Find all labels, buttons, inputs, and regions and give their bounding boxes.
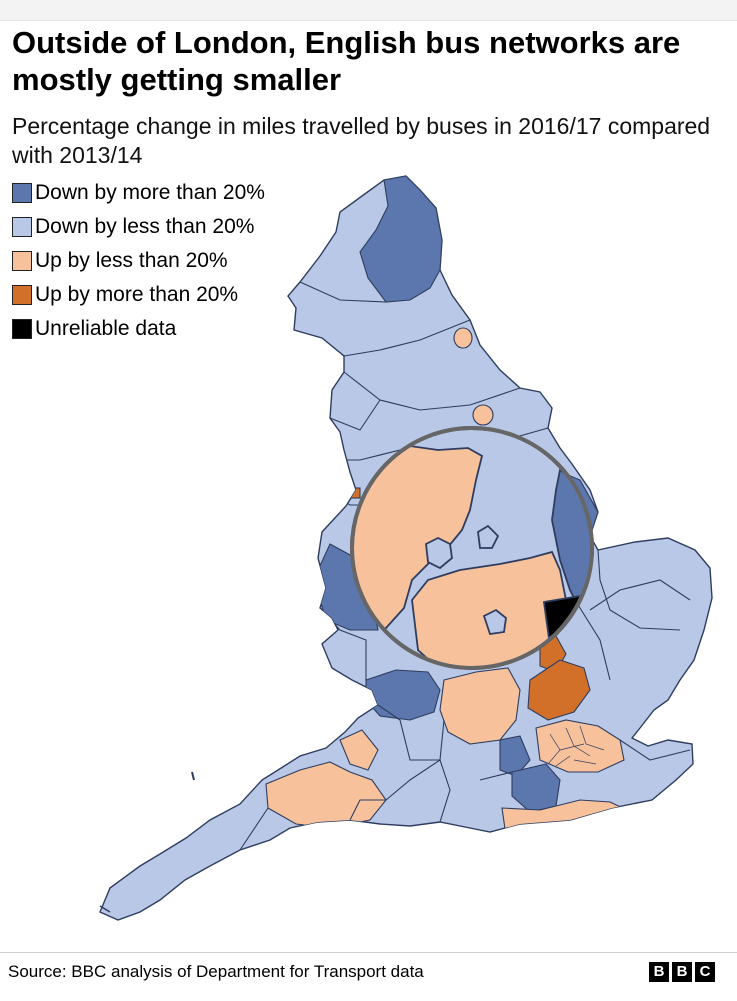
bbc-logo: B B C (649, 962, 715, 982)
map-mark (191, 771, 195, 781)
region-hertfordshire (527, 659, 591, 721)
region-worcestershire (365, 669, 441, 721)
bbc-logo-letter: B (649, 962, 669, 982)
region-boundary (385, 759, 441, 801)
legend-label: Down by less than 20% (35, 215, 255, 238)
source-note: Source: BBC analysis of Department for T… (8, 962, 424, 981)
chart-title: Outside of London, English bus networks … (12, 25, 681, 97)
region-boundary (329, 399, 381, 431)
region-isle-of-wight (453, 839, 487, 857)
legend-swatch (12, 319, 32, 339)
lens-region-nottingham (477, 524, 500, 549)
region-wirral (345, 487, 361, 499)
region-london (535, 719, 625, 773)
region-buckinghamshire (499, 735, 531, 777)
region-boundary (343, 319, 471, 357)
england-map (0, 160, 737, 950)
legend-label: Unreliable data (35, 317, 177, 340)
chart-subtitle: Percentage change in miles travelled by … (12, 113, 711, 168)
region-darlington (453, 327, 473, 349)
bbc-logo-letter: B (672, 962, 692, 982)
region-boundary (349, 799, 386, 821)
region-york (472, 404, 494, 426)
legend-swatch (12, 251, 32, 271)
legend-item-down-less: Down by less than 20% (12, 210, 265, 244)
magnifier-lens (350, 426, 594, 670)
region-boundary (343, 371, 521, 411)
region-gloucestershire (339, 729, 379, 771)
legend-swatch (12, 183, 32, 203)
region-boundary (574, 599, 611, 681)
top-strip (0, 0, 737, 21)
legend-item-down-more: Down by more than 20% (12, 176, 265, 210)
region-boundary (299, 281, 387, 303)
region-boundary (619, 739, 691, 761)
legend-item-up-less: Up by less than 20% (12, 244, 265, 278)
map-mark (99, 905, 111, 913)
legend-item-up-more: Up by more than 20% (12, 278, 265, 312)
legend-label: Up by less than 20% (35, 249, 228, 272)
region-boundary (439, 719, 451, 823)
london-boroughs (547, 725, 605, 767)
region-boundary (589, 579, 691, 611)
footer-divider (0, 952, 737, 953)
lens-region-leicester (482, 608, 507, 635)
legend-label: Down by more than 20% (35, 181, 265, 204)
region-boundary (479, 771, 513, 781)
region-boundary (377, 704, 440, 761)
legend-item-unreliable: Unreliable data (12, 312, 265, 346)
legend: Down by more than 20% Down by less than … (12, 176, 265, 346)
legend-label: Up by more than 20% (35, 283, 239, 306)
legend-swatch (12, 285, 32, 305)
region-boundary (239, 807, 269, 851)
legend-swatch (12, 217, 32, 237)
region-boundary (597, 549, 681, 631)
bbc-logo-letter: C (695, 962, 715, 982)
map-svg (99, 175, 713, 921)
lens-region-derby (425, 536, 453, 570)
